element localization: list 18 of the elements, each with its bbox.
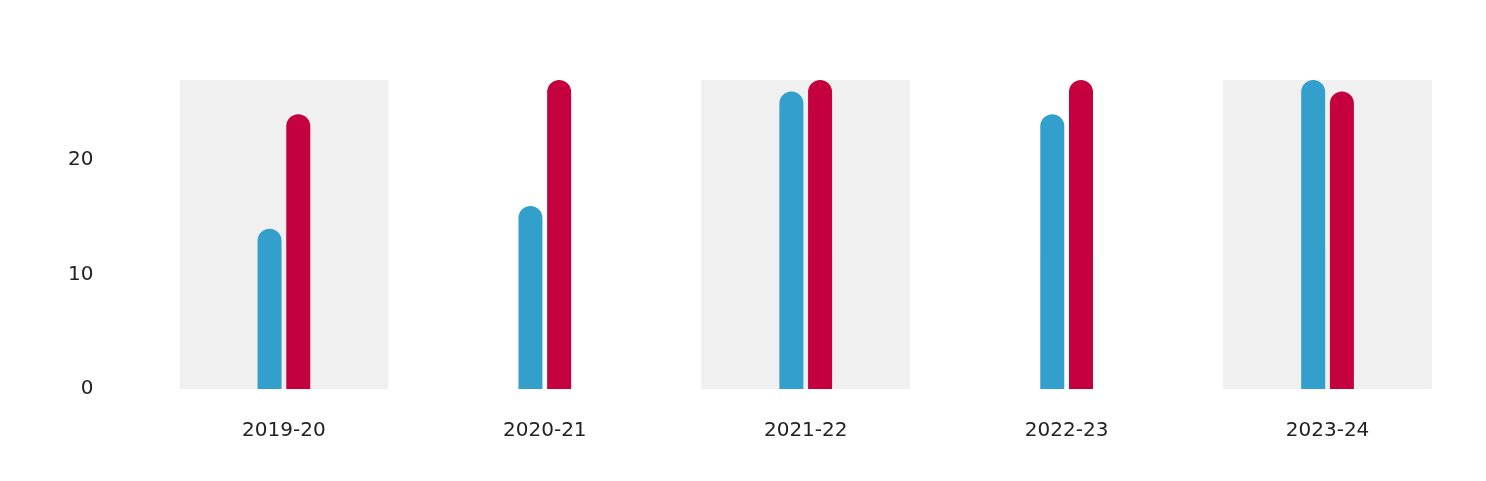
- bar: [1329, 91, 1354, 389]
- x-tick-label: 2022-23: [1024, 417, 1109, 442]
- x-tick-label: 2021-22: [763, 417, 848, 442]
- y-tick-label: 0: [80, 375, 94, 400]
- bar: [257, 228, 282, 389]
- bar: [1068, 80, 1093, 389]
- bar: [286, 114, 311, 389]
- x-tick-label: 2020-21: [503, 417, 587, 442]
- bar: [808, 80, 833, 389]
- bar: [779, 91, 804, 389]
- bar: [1040, 114, 1065, 389]
- y-tick-label: 20: [68, 146, 94, 171]
- bar: [518, 205, 543, 389]
- bar: [547, 80, 572, 389]
- bar: [1301, 80, 1326, 389]
- y-tick-label: 10: [68, 260, 94, 285]
- x-tick-label: 2023-24: [1285, 417, 1370, 442]
- x-tick-label: 2019-20: [242, 417, 326, 442]
